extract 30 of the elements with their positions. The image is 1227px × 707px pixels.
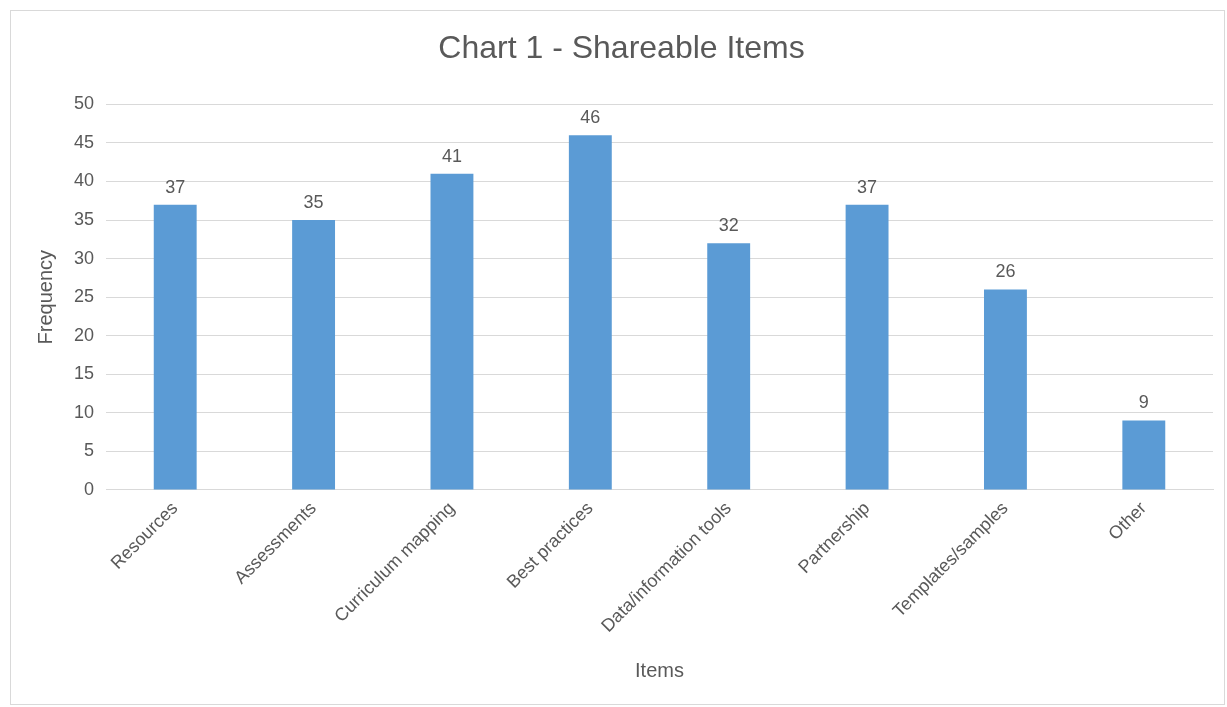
bar [430, 173, 474, 490]
data-label: 26 [995, 261, 1016, 282]
y-tick-label: 20 [73, 324, 95, 345]
data-label: 35 [303, 192, 324, 213]
bar [1122, 420, 1166, 490]
x-axis-title: Items [635, 658, 684, 681]
y-tick-label: 35 [73, 209, 95, 230]
bar [983, 289, 1027, 490]
chart-title: Chart 1 - Shareable Items [438, 29, 805, 66]
y-tick-label: 45 [73, 131, 95, 152]
bar [292, 220, 336, 490]
bar [707, 243, 751, 490]
data-label: 32 [718, 215, 739, 236]
data-label: 41 [441, 145, 462, 166]
y-tick-label: 50 [73, 93, 95, 114]
y-tick-label: 30 [73, 247, 95, 268]
y-tick-label: 5 [84, 440, 95, 461]
data-label: 46 [580, 107, 601, 128]
y-tick-label: 15 [73, 363, 95, 384]
bar [845, 204, 889, 490]
y-axis-title: Frequency [33, 249, 56, 345]
bar [568, 135, 612, 490]
data-label: 37 [165, 176, 186, 197]
data-label: 9 [1138, 392, 1149, 413]
y-tick-label: 40 [73, 170, 95, 191]
bar [153, 204, 197, 490]
y-tick-label: 10 [73, 401, 95, 422]
data-label: 37 [857, 176, 878, 197]
y-tick-label: 25 [73, 286, 95, 307]
y-tick-label: 0 [84, 478, 95, 499]
